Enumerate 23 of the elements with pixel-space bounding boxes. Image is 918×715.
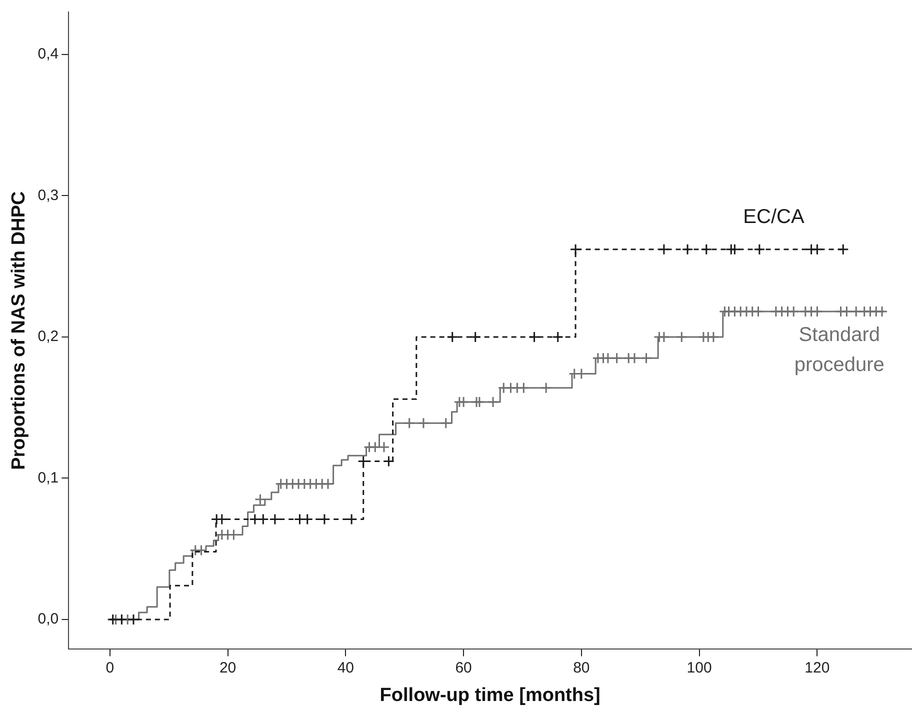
y-tick-label: 0,0: [38, 610, 59, 628]
y-axis-title: Proportions of NAS with DHPC: [8, 190, 30, 470]
y-tick-label: 0,4: [38, 46, 59, 63]
point: [107, 614, 119, 626]
point: [700, 244, 712, 256]
y-tick-label: 0,2: [38, 328, 59, 346]
x-tick-label: 20: [219, 659, 236, 676]
x-tick-label: 40: [337, 659, 354, 676]
x-tick-label: 80: [573, 659, 590, 676]
y-tick-label: 0,1: [38, 469, 59, 486]
y-tick-label: 0,3: [38, 186, 59, 204]
x-tick-label: 60: [455, 659, 472, 676]
point: [552, 331, 564, 343]
x-tick-label: 120: [804, 659, 830, 676]
series-label: Standard procedure: [794, 324, 884, 376]
point: [446, 331, 458, 343]
x-tick-label: 100: [686, 659, 712, 676]
x-axis-title: Follow-up time [months]: [380, 684, 600, 706]
point: [269, 513, 281, 525]
series-label: EC/CA: [743, 206, 805, 228]
x-tick-label: 0: [106, 659, 114, 676]
point: [682, 244, 694, 256]
point: [754, 244, 766, 256]
